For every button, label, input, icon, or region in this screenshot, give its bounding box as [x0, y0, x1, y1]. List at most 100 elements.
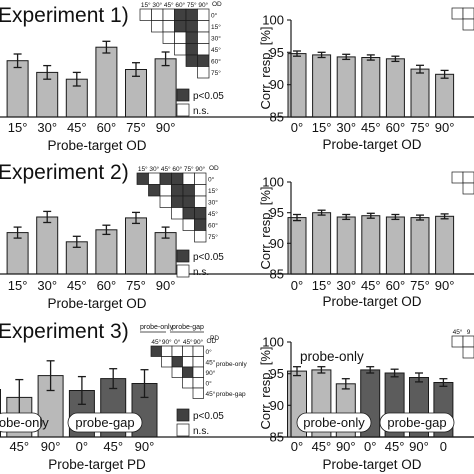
matrix-od-label: OD	[207, 338, 217, 345]
bar-e2-right-3	[361, 215, 381, 275]
bar-e1-right-1	[312, 54, 332, 118]
significance-matrix-e2-right	[451, 171, 474, 195]
matrix-row-label: 0°	[211, 12, 218, 20]
matrix-cell	[185, 43, 198, 56]
significance-matrix-e1-right	[451, 7, 474, 31]
group-pill-e3-left-0	[0, 412, 43, 433]
x-tick-label: 15°	[8, 120, 28, 135]
matrix-cell	[194, 218, 207, 231]
panel-e2-right: 0° 15° 30° 45° 60° 75° 90° Probe-target OD 85 90 9…	[258, 175, 474, 309]
matrix-group-label: probe-gap	[172, 324, 204, 331]
y-tick-label: 90	[270, 398, 284, 413]
legend-label-ns: n.s.	[193, 106, 209, 117]
legend-experiment-2: p<0.05 n.s.	[176, 249, 224, 278]
matrix-col-label: 90°	[195, 165, 205, 173]
y-tick-label: 100	[262, 175, 284, 190]
matrix-cell	[451, 171, 464, 184]
x-tick-label: 15°	[312, 278, 332, 293]
matrix-cell	[197, 20, 210, 33]
x-axis-label: Probe-target OD	[322, 137, 421, 152]
matrix-col-label: 60°	[175, 1, 185, 9]
matrix-row-label: 0°	[206, 348, 213, 356]
matrix-side-label: probe-only	[216, 361, 247, 368]
matrix-cell	[194, 207, 207, 220]
matrix-od-label: OD	[209, 165, 219, 172]
y-tick-label: 100	[262, 335, 284, 350]
x-tick-label: 30°	[37, 120, 57, 135]
matrix-cell	[171, 195, 184, 208]
bar-e2-right-1	[312, 212, 332, 275]
matrix-cell	[171, 345, 183, 357]
y-tick-label: 90	[270, 77, 284, 92]
bar-e1-left-1	[6, 60, 29, 118]
x-axis-label: Probe-target OD	[47, 138, 146, 153]
matrix-row-label: 45°	[206, 358, 216, 366]
x-tick-label: 0°	[291, 278, 303, 293]
legend-label-ns: n.s.	[193, 267, 209, 278]
matrix-cell	[159, 195, 172, 208]
panel-e3-right: 0° 45° 90° 0° 45° 90° 0 Probe-target OD 85 90 95 10…	[258, 335, 474, 472]
x-tick-label: 30°	[336, 120, 356, 135]
matrix-cell	[194, 230, 207, 243]
matrix-cell	[136, 172, 149, 185]
matrix-row-label: 75°	[208, 233, 218, 241]
matrix-cell	[182, 366, 194, 378]
legend-label-significant: p<0.05	[193, 252, 224, 263]
x-tick-label: 0°	[76, 439, 88, 454]
y-tick-label: 90	[270, 236, 284, 251]
x-tick-label: 75°	[410, 278, 430, 293]
experiment-3-title: Experiment 3)	[0, 320, 129, 343]
matrix-row-label: 45°	[211, 46, 221, 54]
legend-label-significant: p<0.05	[193, 411, 224, 422]
panel-e1-left: 15° 30° 45° 60° 75° 90° Probe-target OD	[0, 40, 474, 153]
matrix-row-label: 0°	[206, 379, 213, 387]
matrix-cell	[174, 43, 187, 56]
legend-swatch-ns	[176, 423, 190, 437]
x-tick-label: 60°	[386, 278, 406, 293]
x-tick-label: 15°	[8, 278, 28, 293]
matrix-group-label: probe-only	[140, 324, 174, 331]
matrix-row-label: 45°	[208, 210, 218, 218]
x-tick-label: 60°	[97, 278, 117, 293]
matrix-col-label: 45°	[183, 338, 193, 346]
matrix-cell	[185, 31, 198, 44]
matrix-col-label: 30°	[152, 1, 162, 9]
legend-label-significant: p<0.05	[193, 91, 224, 102]
matrix-col-label: 60°	[172, 165, 182, 173]
matrix-col-label: 90°	[193, 338, 203, 346]
matrix-cell	[451, 7, 464, 20]
matrix-row-label: 15°	[211, 23, 221, 31]
matrix-cell	[159, 184, 172, 197]
matrix-cell	[151, 8, 164, 21]
x-tick-label: 0°	[291, 120, 303, 135]
bar-e2-left-5	[125, 217, 147, 275]
matrix-cell	[174, 20, 187, 33]
matrix-col-label: 45°	[151, 338, 161, 346]
group-label: probe-only	[0, 415, 49, 430]
matrix-col-label: 15°	[138, 165, 148, 173]
y-tick-label: 85	[270, 110, 284, 125]
matrix-cell	[197, 54, 210, 67]
x-tick-label: 45°	[103, 439, 123, 454]
group-label: probe-gap	[387, 415, 446, 430]
x-tick-label: 60°	[97, 120, 117, 135]
group-pill-e3-right-1	[379, 412, 455, 433]
matrix-cell	[148, 184, 161, 197]
matrix-col-label: 90°	[162, 338, 172, 346]
y-axis-label: Corr. resp. [%]	[258, 346, 273, 429]
bar-e2-right-6	[435, 215, 455, 275]
matrix-col-label: 90°	[198, 1, 208, 9]
matrix-cell	[162, 20, 175, 33]
bar-e2-left-6	[154, 232, 177, 275]
x-axis-label: Probe-target OD	[322, 457, 421, 472]
matrix-cell	[174, 31, 187, 44]
probe-only-heading: probe-only	[300, 349, 364, 364]
legend-experiment-1: p<0.05 n.s.	[176, 88, 224, 117]
matrix-col-label: 30°	[149, 165, 159, 173]
matrix-cell	[139, 8, 152, 21]
matrix-cell	[462, 171, 474, 184]
matrix-cell	[148, 172, 161, 185]
legend-label-ns: n.s.	[193, 426, 209, 437]
matrix-cell	[192, 387, 204, 399]
